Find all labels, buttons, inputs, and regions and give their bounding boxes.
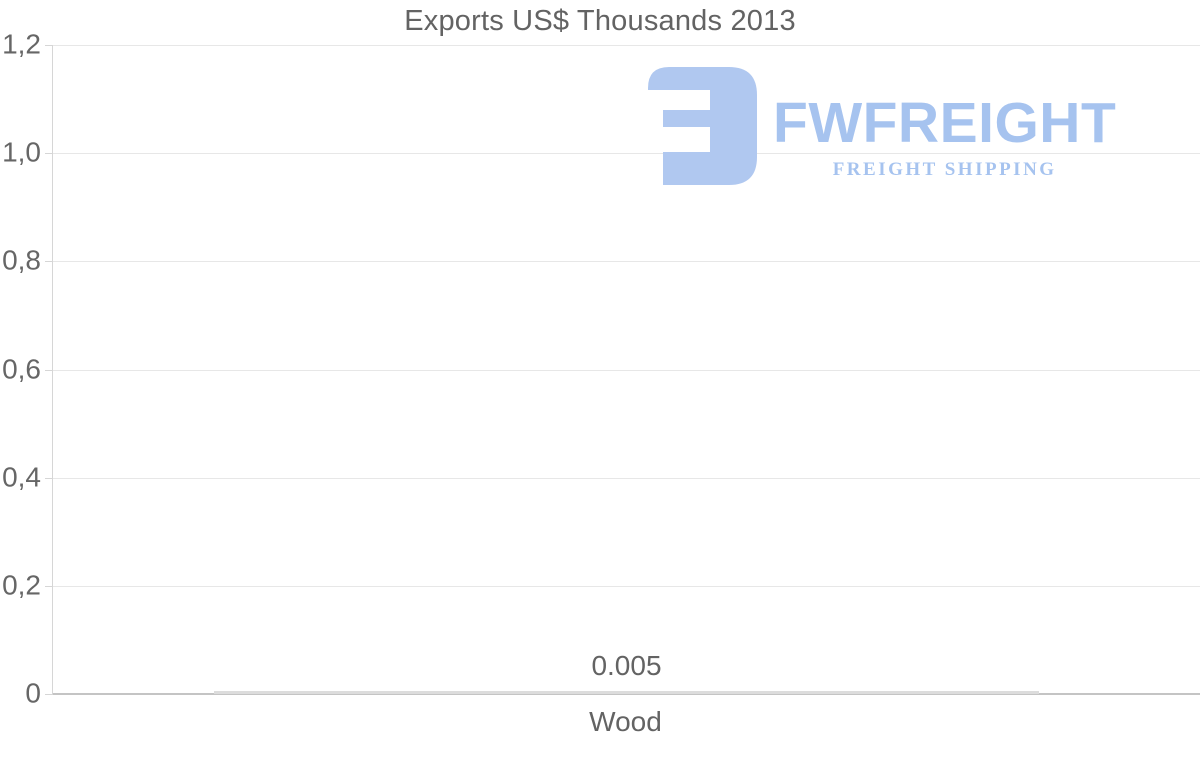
y-tick-label: 1,2 [2, 28, 41, 60]
y-tick-label: 0,8 [2, 244, 41, 276]
gridline [53, 369, 1200, 371]
y-tick [45, 694, 53, 695]
y-tick-label: 0 [25, 677, 41, 709]
category-label-wood: Wood [589, 706, 662, 737]
y-tick [45, 477, 53, 479]
fwfreight-logo-icon [648, 67, 757, 185]
y-tick [45, 45, 53, 46]
gridline [53, 45, 1200, 46]
y-tick-label: 1,0 [2, 136, 41, 168]
y-tick-label: 0,6 [2, 352, 41, 384]
gridline [53, 477, 1200, 479]
y-tick [45, 585, 53, 587]
y-tick [45, 153, 53, 155]
plot-area: 1,2 1,0 0,8 0,6 0,4 0,2 [2, 28, 1200, 708]
bar-wood [214, 691, 1039, 694]
y-tick [45, 369, 53, 371]
x-axis-line [53, 693, 1200, 695]
y-tick-label: 0,4 [2, 461, 41, 493]
fwfreight-logo-text: FWFREIGHT FREIGHT SHIPPING [773, 67, 1116, 181]
fwfreight-watermark: FWFREIGHT FREIGHT SHIPPING [648, 67, 1116, 185]
y-tick-label: 0,2 [2, 569, 41, 601]
brand-tagline: FREIGHT SHIPPING [832, 159, 1057, 180]
chart-title: Exports US$ Thousands 2013 [404, 5, 796, 37]
gridline [53, 261, 1200, 263]
gridline [53, 153, 1200, 155]
brand-name: FWFREIGHT [773, 91, 1117, 155]
bar-value-label: 0.005 [591, 650, 662, 681]
y-tick [45, 261, 53, 263]
gridline [53, 585, 1200, 587]
